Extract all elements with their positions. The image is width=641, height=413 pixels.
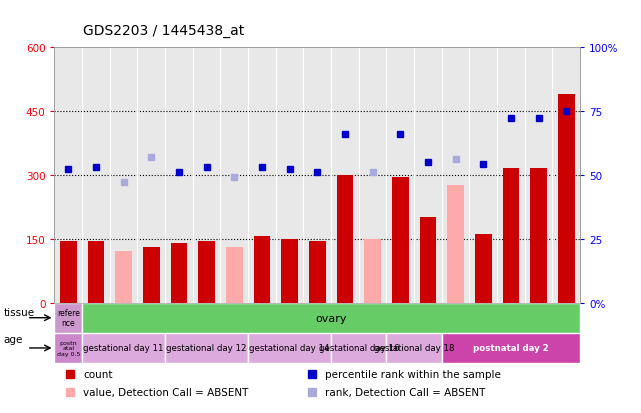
Bar bbox=[530, 169, 547, 303]
Bar bbox=[198, 241, 215, 303]
Bar bbox=[226, 247, 242, 303]
Bar bbox=[331, 333, 387, 363]
Bar bbox=[60, 241, 77, 303]
Text: gestational day 12: gestational day 12 bbox=[167, 344, 247, 353]
Text: postnatal day 2: postnatal day 2 bbox=[473, 344, 549, 353]
Bar bbox=[558, 94, 574, 303]
Bar bbox=[387, 333, 442, 363]
Text: value, Detection Call = ABSENT: value, Detection Call = ABSENT bbox=[83, 387, 249, 396]
Text: percentile rank within the sample: percentile rank within the sample bbox=[325, 369, 501, 379]
Bar bbox=[143, 247, 160, 303]
Text: gestational day 18: gestational day 18 bbox=[374, 344, 454, 353]
Bar bbox=[503, 169, 519, 303]
Bar bbox=[281, 239, 298, 303]
Text: gestational day 14: gestational day 14 bbox=[249, 344, 330, 353]
Bar bbox=[475, 235, 492, 303]
Text: GDS2203 / 1445438_at: GDS2203 / 1445438_at bbox=[83, 24, 245, 38]
Bar bbox=[165, 333, 248, 363]
Bar bbox=[337, 175, 353, 303]
Bar bbox=[309, 241, 326, 303]
Text: count: count bbox=[83, 369, 113, 379]
Bar bbox=[171, 243, 187, 303]
Bar bbox=[248, 333, 331, 363]
Text: rank, Detection Call = ABSENT: rank, Detection Call = ABSENT bbox=[325, 387, 485, 396]
Text: gestational day 16: gestational day 16 bbox=[319, 344, 399, 353]
Bar bbox=[364, 239, 381, 303]
Text: refere
nce: refere nce bbox=[57, 308, 79, 328]
Bar bbox=[420, 218, 437, 303]
Bar bbox=[88, 241, 104, 303]
Text: gestational day 11: gestational day 11 bbox=[83, 344, 164, 353]
Bar bbox=[54, 303, 82, 333]
Text: ovary: ovary bbox=[315, 313, 347, 323]
Bar bbox=[115, 252, 132, 303]
Text: age: age bbox=[3, 335, 22, 344]
Bar bbox=[392, 177, 408, 303]
Text: postn
atal
day 0.5: postn atal day 0.5 bbox=[56, 340, 80, 356]
Bar bbox=[254, 237, 271, 303]
Bar bbox=[442, 333, 580, 363]
Bar bbox=[82, 333, 165, 363]
Text: tissue: tissue bbox=[3, 307, 35, 317]
Bar bbox=[447, 186, 464, 303]
Bar bbox=[54, 333, 82, 363]
